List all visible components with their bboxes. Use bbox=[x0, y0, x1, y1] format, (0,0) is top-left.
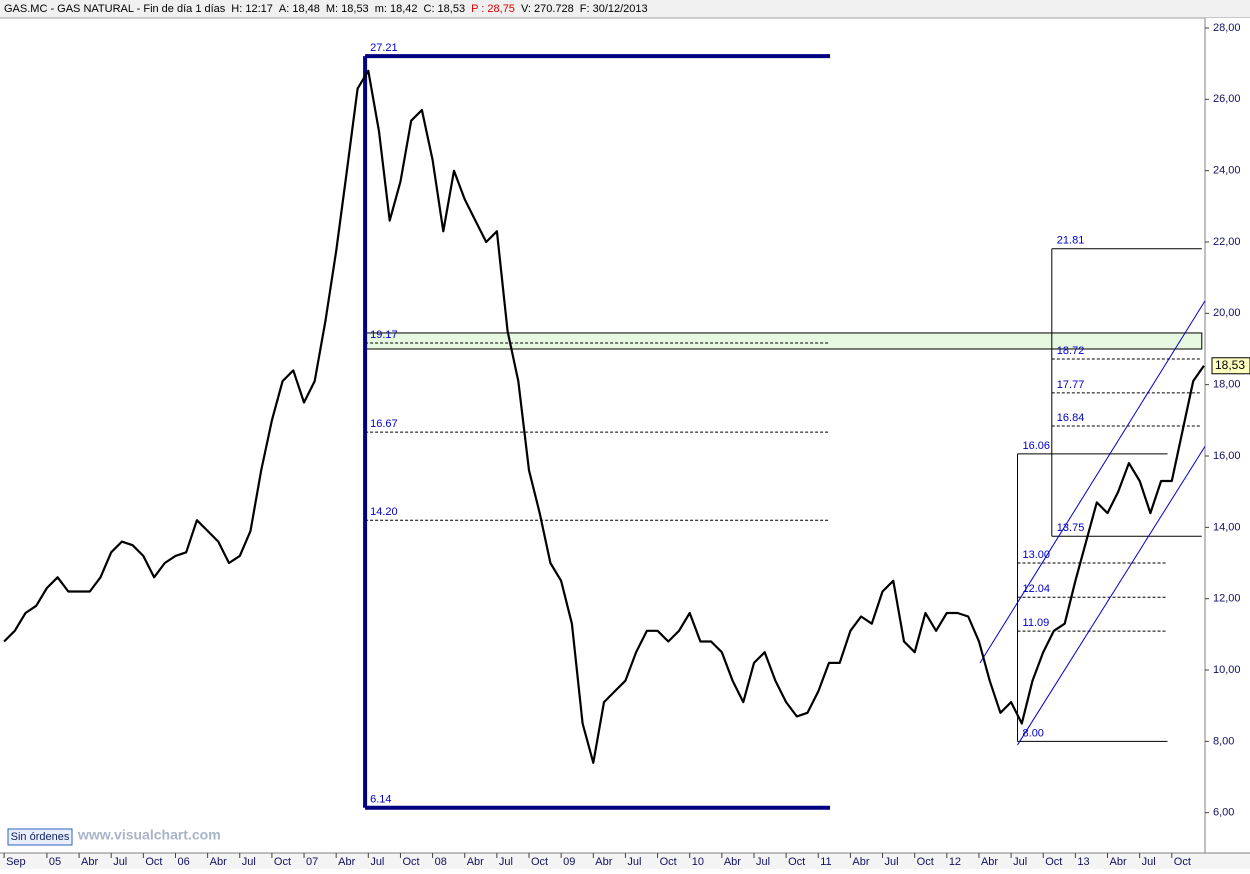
fib-label: 27.21 bbox=[370, 42, 398, 54]
x-tick-label: Oct bbox=[1174, 856, 1191, 868]
x-tick-label: Jul bbox=[499, 856, 513, 868]
x-tick-label: Jul bbox=[627, 856, 641, 868]
x-tick-label: Abr bbox=[467, 856, 484, 868]
y-tick-label: 14,00 bbox=[1213, 521, 1241, 533]
x-tick-label: 07 bbox=[306, 856, 318, 868]
x-tick-label: Oct bbox=[1045, 856, 1062, 868]
x-axis-panel bbox=[0, 853, 1250, 869]
x-tick-label: Abr bbox=[81, 856, 98, 868]
x-tick-label: Oct bbox=[402, 856, 419, 868]
x-tick-label: 05 bbox=[49, 856, 61, 868]
info-field: H: 12:17 bbox=[231, 3, 273, 15]
x-tick-label: Oct bbox=[531, 856, 548, 868]
fib-label: 12.04 bbox=[1023, 583, 1051, 595]
y-tick-label: 22,00 bbox=[1213, 236, 1241, 248]
x-tick-label: Abr bbox=[595, 856, 612, 868]
last-price-label: 18,53 bbox=[1215, 358, 1245, 372]
info-field: M: 18,53 bbox=[326, 3, 369, 15]
fib-label: 16.06 bbox=[1023, 440, 1051, 452]
x-tick-label: 11 bbox=[820, 856, 831, 868]
info-field: V: 270.728 bbox=[521, 3, 574, 15]
fib-label: 6.14 bbox=[370, 794, 391, 806]
x-tick-label: Jul bbox=[242, 856, 256, 868]
info-field: F: 30/12/2013 bbox=[580, 3, 648, 15]
fib-label: 21.81 bbox=[1057, 235, 1085, 247]
y-tick-label: 10,00 bbox=[1213, 664, 1241, 676]
y-tick-label: 12,00 bbox=[1213, 593, 1241, 605]
x-tick-label: Oct bbox=[917, 856, 934, 868]
last-price-box bbox=[1211, 357, 1250, 375]
fib-label: 16.84 bbox=[1057, 412, 1085, 424]
info-field: m: 18,42 bbox=[375, 3, 418, 15]
channel-line bbox=[979, 300, 1206, 664]
x-tick-label: 08 bbox=[435, 856, 447, 868]
x-tick-label: Jul bbox=[756, 856, 770, 868]
x-tick-label: Abr bbox=[981, 856, 998, 868]
orders-button[interactable] bbox=[7, 828, 73, 846]
x-tick-label: 13 bbox=[1077, 856, 1089, 868]
fib-label: 14.20 bbox=[370, 506, 398, 518]
x-tick-label: 09 bbox=[563, 856, 575, 868]
x-tick-label: Abr bbox=[210, 856, 227, 868]
info-field: P : 28,75 bbox=[471, 3, 515, 15]
y-axis-panel bbox=[1205, 18, 1250, 853]
price-line bbox=[3, 69, 1205, 764]
x-tick-label: Oct bbox=[788, 856, 805, 868]
fib-label: 13.75 bbox=[1057, 522, 1085, 534]
x-tick-label: 10 bbox=[692, 856, 704, 868]
fib-label: 11.09 bbox=[1023, 617, 1050, 629]
header-bar bbox=[0, 0, 1250, 18]
symbol: GAS.MC - GAS NATURAL - Fin de día 1 días bbox=[4, 3, 226, 15]
x-tick-label: Abr bbox=[852, 856, 869, 868]
x-tick-label: Jul bbox=[885, 856, 899, 868]
x-tick-label: 12 bbox=[949, 856, 961, 868]
x-tick-label: Abr bbox=[338, 856, 355, 868]
x-tick-label: Oct bbox=[274, 856, 291, 868]
fib-label: 17.77 bbox=[1057, 379, 1085, 391]
fib-label: 18.72 bbox=[1057, 345, 1085, 357]
y-tick-label: 24,00 bbox=[1213, 165, 1241, 177]
info-field: A: 18,48 bbox=[279, 3, 320, 15]
footer: Sin órdenes www.visualchart.com bbox=[7, 827, 221, 846]
y-tick-label: 26,00 bbox=[1213, 93, 1241, 105]
x-tick-label: Jul bbox=[1142, 856, 1156, 868]
x-tick-label: Abr bbox=[1110, 856, 1127, 868]
fib-label: 16.67 bbox=[370, 418, 398, 430]
y-tick-label: 8,00 bbox=[1213, 735, 1234, 747]
fib-label: 19.17 bbox=[370, 329, 398, 341]
fib-label: 8.00 bbox=[1023, 727, 1044, 739]
y-tick-label: 18,00 bbox=[1213, 379, 1241, 391]
fib-label: 13.00 bbox=[1023, 549, 1051, 561]
x-tick-label: Jul bbox=[1013, 856, 1027, 868]
x-tick-label: Oct bbox=[145, 856, 162, 868]
x-tick-label: Sep bbox=[6, 856, 26, 868]
x-tick-label: 06 bbox=[177, 856, 189, 868]
y-tick-label: 6,00 bbox=[1213, 807, 1234, 819]
y-tick-label: 28,00 bbox=[1213, 22, 1241, 34]
x-tick-label: Abr bbox=[724, 856, 741, 868]
watermark: www.visualchart.com bbox=[77, 827, 221, 843]
x-tick-label: Jul bbox=[113, 856, 127, 868]
header-text: GAS.MC - GAS NATURAL - Fin de día 1 días… bbox=[4, 3, 648, 15]
x-tick-label: Jul bbox=[370, 856, 384, 868]
y-tick-label: 20,00 bbox=[1213, 307, 1241, 319]
channel-line bbox=[1017, 446, 1206, 746]
info-field: C: 18,53 bbox=[424, 3, 466, 15]
x-tick-label: Oct bbox=[660, 856, 677, 868]
y-tick-label: 16,00 bbox=[1213, 450, 1241, 462]
orders-button-label[interactable]: Sin órdenes bbox=[11, 831, 70, 843]
